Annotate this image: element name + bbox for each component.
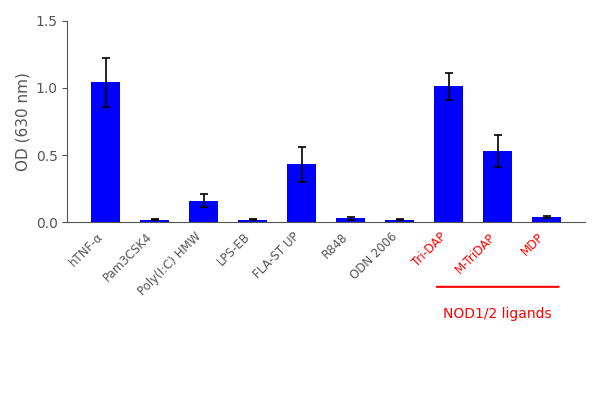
Text: MDP: MDP [519,230,547,258]
Bar [532,217,562,222]
Text: NOD1/2 ligands: NOD1/2 ligands [443,307,552,321]
Bar [336,218,365,222]
Text: LPS-EB: LPS-EB [215,230,253,268]
Text: M-TriDAP: M-TriDAP [452,230,498,275]
Text: FLA-ST UP: FLA-ST UP [250,230,302,282]
Bar [91,82,120,222]
Text: ODN 2006: ODN 2006 [347,230,400,282]
Text: Tri-DAP: Tri-DAP [410,230,449,269]
Bar [434,86,463,222]
Text: Pam3CSK4: Pam3CSK4 [101,230,155,284]
Text: hTNF-α: hTNF-α [67,230,106,269]
Bar [287,164,316,222]
Bar [140,220,169,222]
Text: Poly(I:C) HMW: Poly(I:C) HMW [136,230,203,298]
Text: R848: R848 [320,230,350,261]
Bar [385,220,415,222]
Bar [483,151,512,222]
Bar [189,201,218,222]
Bar [238,220,268,222]
Y-axis label: OD (630 nm): OD (630 nm) [15,72,30,171]
